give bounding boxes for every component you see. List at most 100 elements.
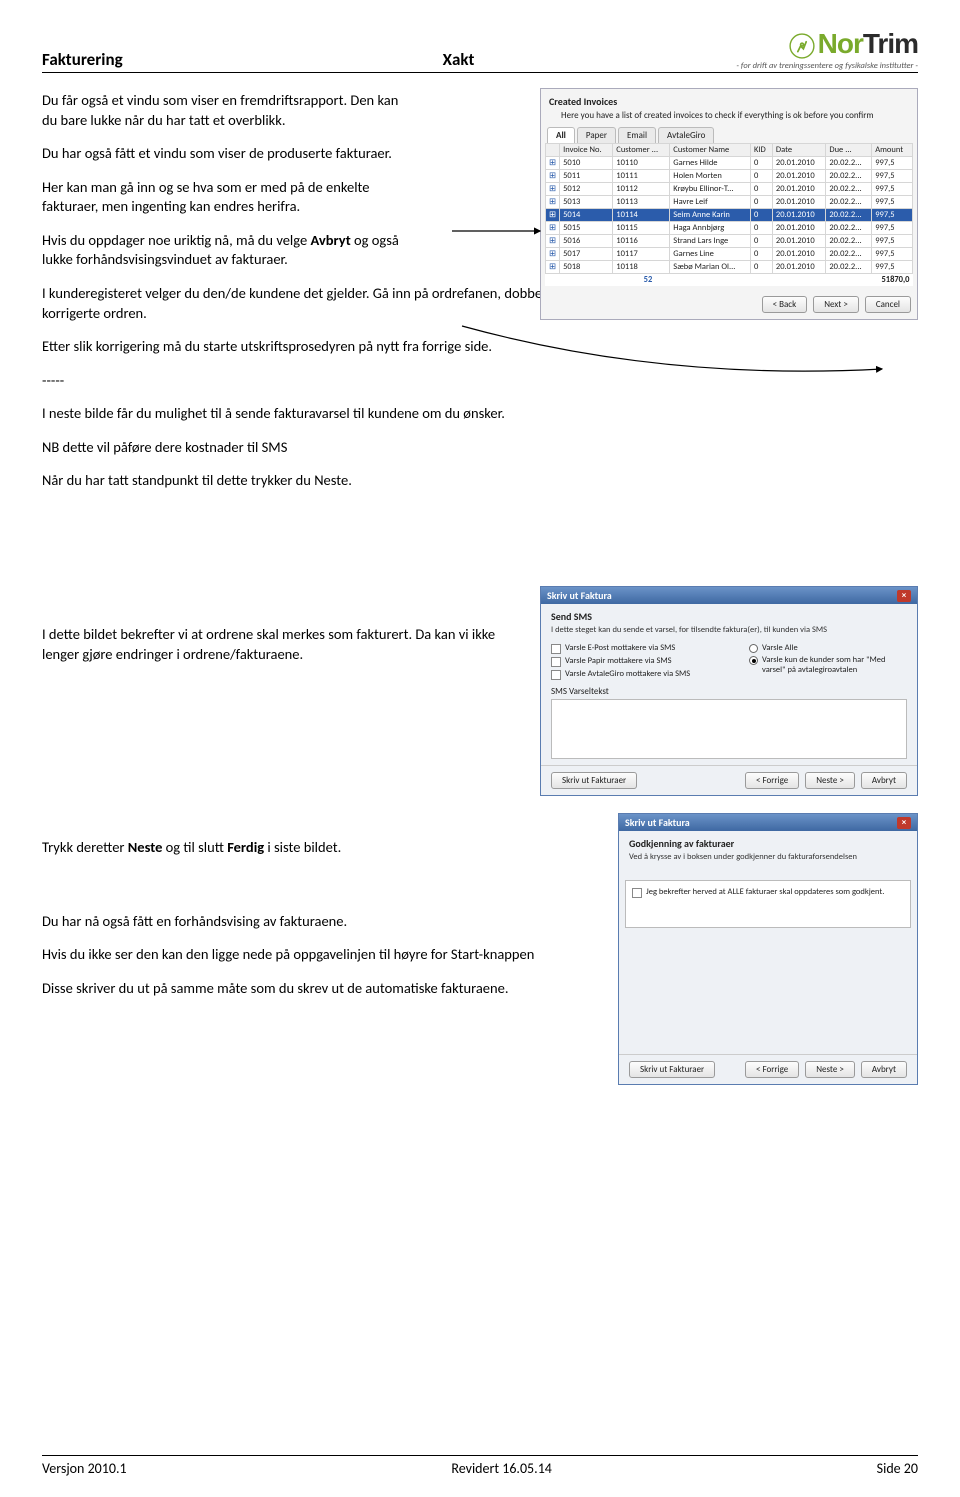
table-cell: 0: [750, 170, 772, 183]
para-10: I dette bildet bekrefter vi at ordrene s…: [42, 625, 532, 664]
table-row[interactable]: ⊞501510115Haga Annbjørg020.01.201020.02.…: [546, 222, 913, 235]
print-button[interactable]: Skriv ut Fakturaer: [551, 772, 637, 789]
table-cell: 5010: [560, 157, 613, 170]
shot1-tabs: All Paper Email AvtaleGiro: [541, 127, 917, 143]
back-button[interactable]: < Forrige: [745, 1061, 799, 1078]
table-cell: 20.02.2...: [826, 183, 872, 196]
table-cell: 5016: [560, 235, 613, 248]
table-row[interactable]: ⊞501710117Garnes Line020.01.201020.02.2.…: [546, 248, 913, 261]
table-row[interactable]: ⊞501010110Garnes Hilde020.01.201020.02.2…: [546, 157, 913, 170]
table-cell: 20.01.2010: [772, 183, 825, 196]
table-cell: 20.02.2...: [826, 196, 872, 209]
shot3-section: Godkjenning av fakturaer: [629, 837, 907, 850]
back-button[interactable]: < Forrige: [745, 772, 799, 789]
table-cell: 997,5: [872, 235, 913, 248]
table-cell: 10110: [613, 157, 670, 170]
next-button[interactable]: Neste >: [805, 1061, 855, 1078]
table-cell: 20.01.2010: [772, 248, 825, 261]
para-4b: Avbryt: [310, 231, 350, 249]
table-row[interactable]: ⊞501110111Holen Morten020.01.201020.02.2…: [546, 170, 913, 183]
radio-medvarsel-label: Varsle kun de kunder som har "Med varsel…: [762, 655, 907, 675]
content: Du får også et vindu som viser en fremdr…: [42, 91, 918, 998]
cancel-button[interactable]: Cancel: [865, 296, 911, 313]
logo-subtitle: - for drift av treningssentere og fysika…: [736, 62, 918, 71]
tab-paper[interactable]: Paper: [577, 127, 616, 143]
foot-count: 52: [546, 274, 751, 287]
col-header: Customer ...: [613, 144, 670, 157]
table-cell: 20.02.2...: [826, 209, 872, 222]
table-cell: 20.01.2010: [772, 235, 825, 248]
table-cell: 5011: [560, 170, 613, 183]
tab-avtalegiro[interactable]: AvtaleGiro: [658, 127, 714, 143]
table-cell: 20.02.2...: [826, 235, 872, 248]
table-cell: Seim Anne Karin: [670, 209, 751, 222]
col-header: Date: [772, 144, 825, 157]
table-cell: ⊞: [546, 196, 560, 209]
table-cell: 5014: [560, 209, 613, 222]
back-button[interactable]: < Back: [762, 296, 808, 313]
table-cell: 5018: [560, 261, 613, 274]
shot3-titlebar: Skriv ut Faktura ×: [619, 814, 917, 831]
para-2: Du har også fått et vindu som viser de p…: [42, 144, 412, 164]
table-cell: 20.01.2010: [772, 196, 825, 209]
close-icon[interactable]: ×: [897, 590, 911, 602]
tab-all[interactable]: All: [547, 127, 575, 143]
close-icon[interactable]: ×: [897, 817, 911, 829]
table-cell: ⊞: [546, 261, 560, 274]
table-cell: 0: [750, 248, 772, 261]
table-cell: ⊞: [546, 157, 560, 170]
table-cell: ⊞: [546, 183, 560, 196]
para-4a: Hvis du oppdager noe uriktig nå, må du v…: [42, 231, 310, 249]
table-cell: ⊞: [546, 235, 560, 248]
dashes: -----: [42, 371, 918, 391]
table-cell: 20.02.2...: [826, 222, 872, 235]
next-button[interactable]: Neste >: [805, 772, 855, 789]
table-cell: Krøybu Ellinor-T...: [670, 183, 751, 196]
cancel-button[interactable]: Avbryt: [861, 772, 907, 789]
table-cell: 997,5: [872, 261, 913, 274]
sms-textarea[interactable]: [551, 699, 907, 759]
print-button[interactable]: Skriv ut Fakturaer: [629, 1061, 715, 1078]
shot1-buttons: < Back Next > Cancel: [541, 290, 917, 319]
para-7: I neste bilde får du mulighet til å send…: [42, 404, 918, 424]
table-cell: 5012: [560, 183, 613, 196]
table-cell: 10114: [613, 209, 670, 222]
radio-medvarsel[interactable]: [749, 656, 758, 665]
table-row[interactable]: ⊞501310113Havre Leif020.01.201020.02.2..…: [546, 196, 913, 209]
table-row[interactable]: ⊞501410114Seim Anne Karin020.01.201020.0…: [546, 209, 913, 222]
table-cell: 997,5: [872, 170, 913, 183]
confirm-area: Jeg bekrefter herved at ALLE fakturaer s…: [625, 880, 911, 928]
table-cell: 10112: [613, 183, 670, 196]
table-row[interactable]: ⊞501810118Sæbø Marian Ol...020.01.201020…: [546, 261, 913, 274]
table-cell: ⊞: [546, 209, 560, 222]
table-row[interactable]: ⊞501210112Krøybu Ellinor-T...020.01.2010…: [546, 183, 913, 196]
table-cell: Holen Morten: [670, 170, 751, 183]
col-header: Amount: [872, 144, 913, 157]
foot-sum: 51870,0: [750, 274, 912, 287]
table-cell: 997,5: [872, 209, 913, 222]
radio-alle[interactable]: [749, 644, 758, 653]
table-cell: 0: [750, 157, 772, 170]
table-cell: 0: [750, 235, 772, 248]
table-cell: 0: [750, 196, 772, 209]
para-3: Her kan man gå inn og se hva som er med …: [42, 178, 412, 217]
chk-avtalegiro[interactable]: [551, 670, 561, 680]
created-invoices-panel: Created Invoices Here you have a list of…: [540, 88, 918, 320]
chk-epost[interactable]: [551, 644, 561, 654]
tab-email[interactable]: Email: [618, 127, 656, 143]
next-button[interactable]: Next >: [813, 296, 859, 313]
logo: NorTrim - for drift av treningssentere o…: [736, 30, 918, 70]
para-11d: Ferdig: [227, 838, 264, 856]
chk-papir[interactable]: [551, 657, 561, 667]
table-cell: ⊞: [546, 170, 560, 183]
shot2-desc: I dette steget kan du sende et varsel, f…: [551, 625, 907, 635]
cancel-button[interactable]: Avbryt: [861, 1061, 907, 1078]
table-cell: 20.02.2...: [826, 157, 872, 170]
chk-confirm[interactable]: [632, 888, 642, 898]
para-1a: Du får også et vindu som viser en fremdr…: [42, 91, 347, 109]
chk-epost-label: Varsle E-Post mottakere via SMS: [565, 643, 675, 653]
sms-text-label: SMS Varseltekst: [551, 686, 907, 697]
radio-alle-label: Varsle Alle: [762, 643, 798, 653]
table-row[interactable]: ⊞501610116Strand Lars Inge020.01.201020.…: [546, 235, 913, 248]
para-11b: Neste: [128, 838, 163, 856]
